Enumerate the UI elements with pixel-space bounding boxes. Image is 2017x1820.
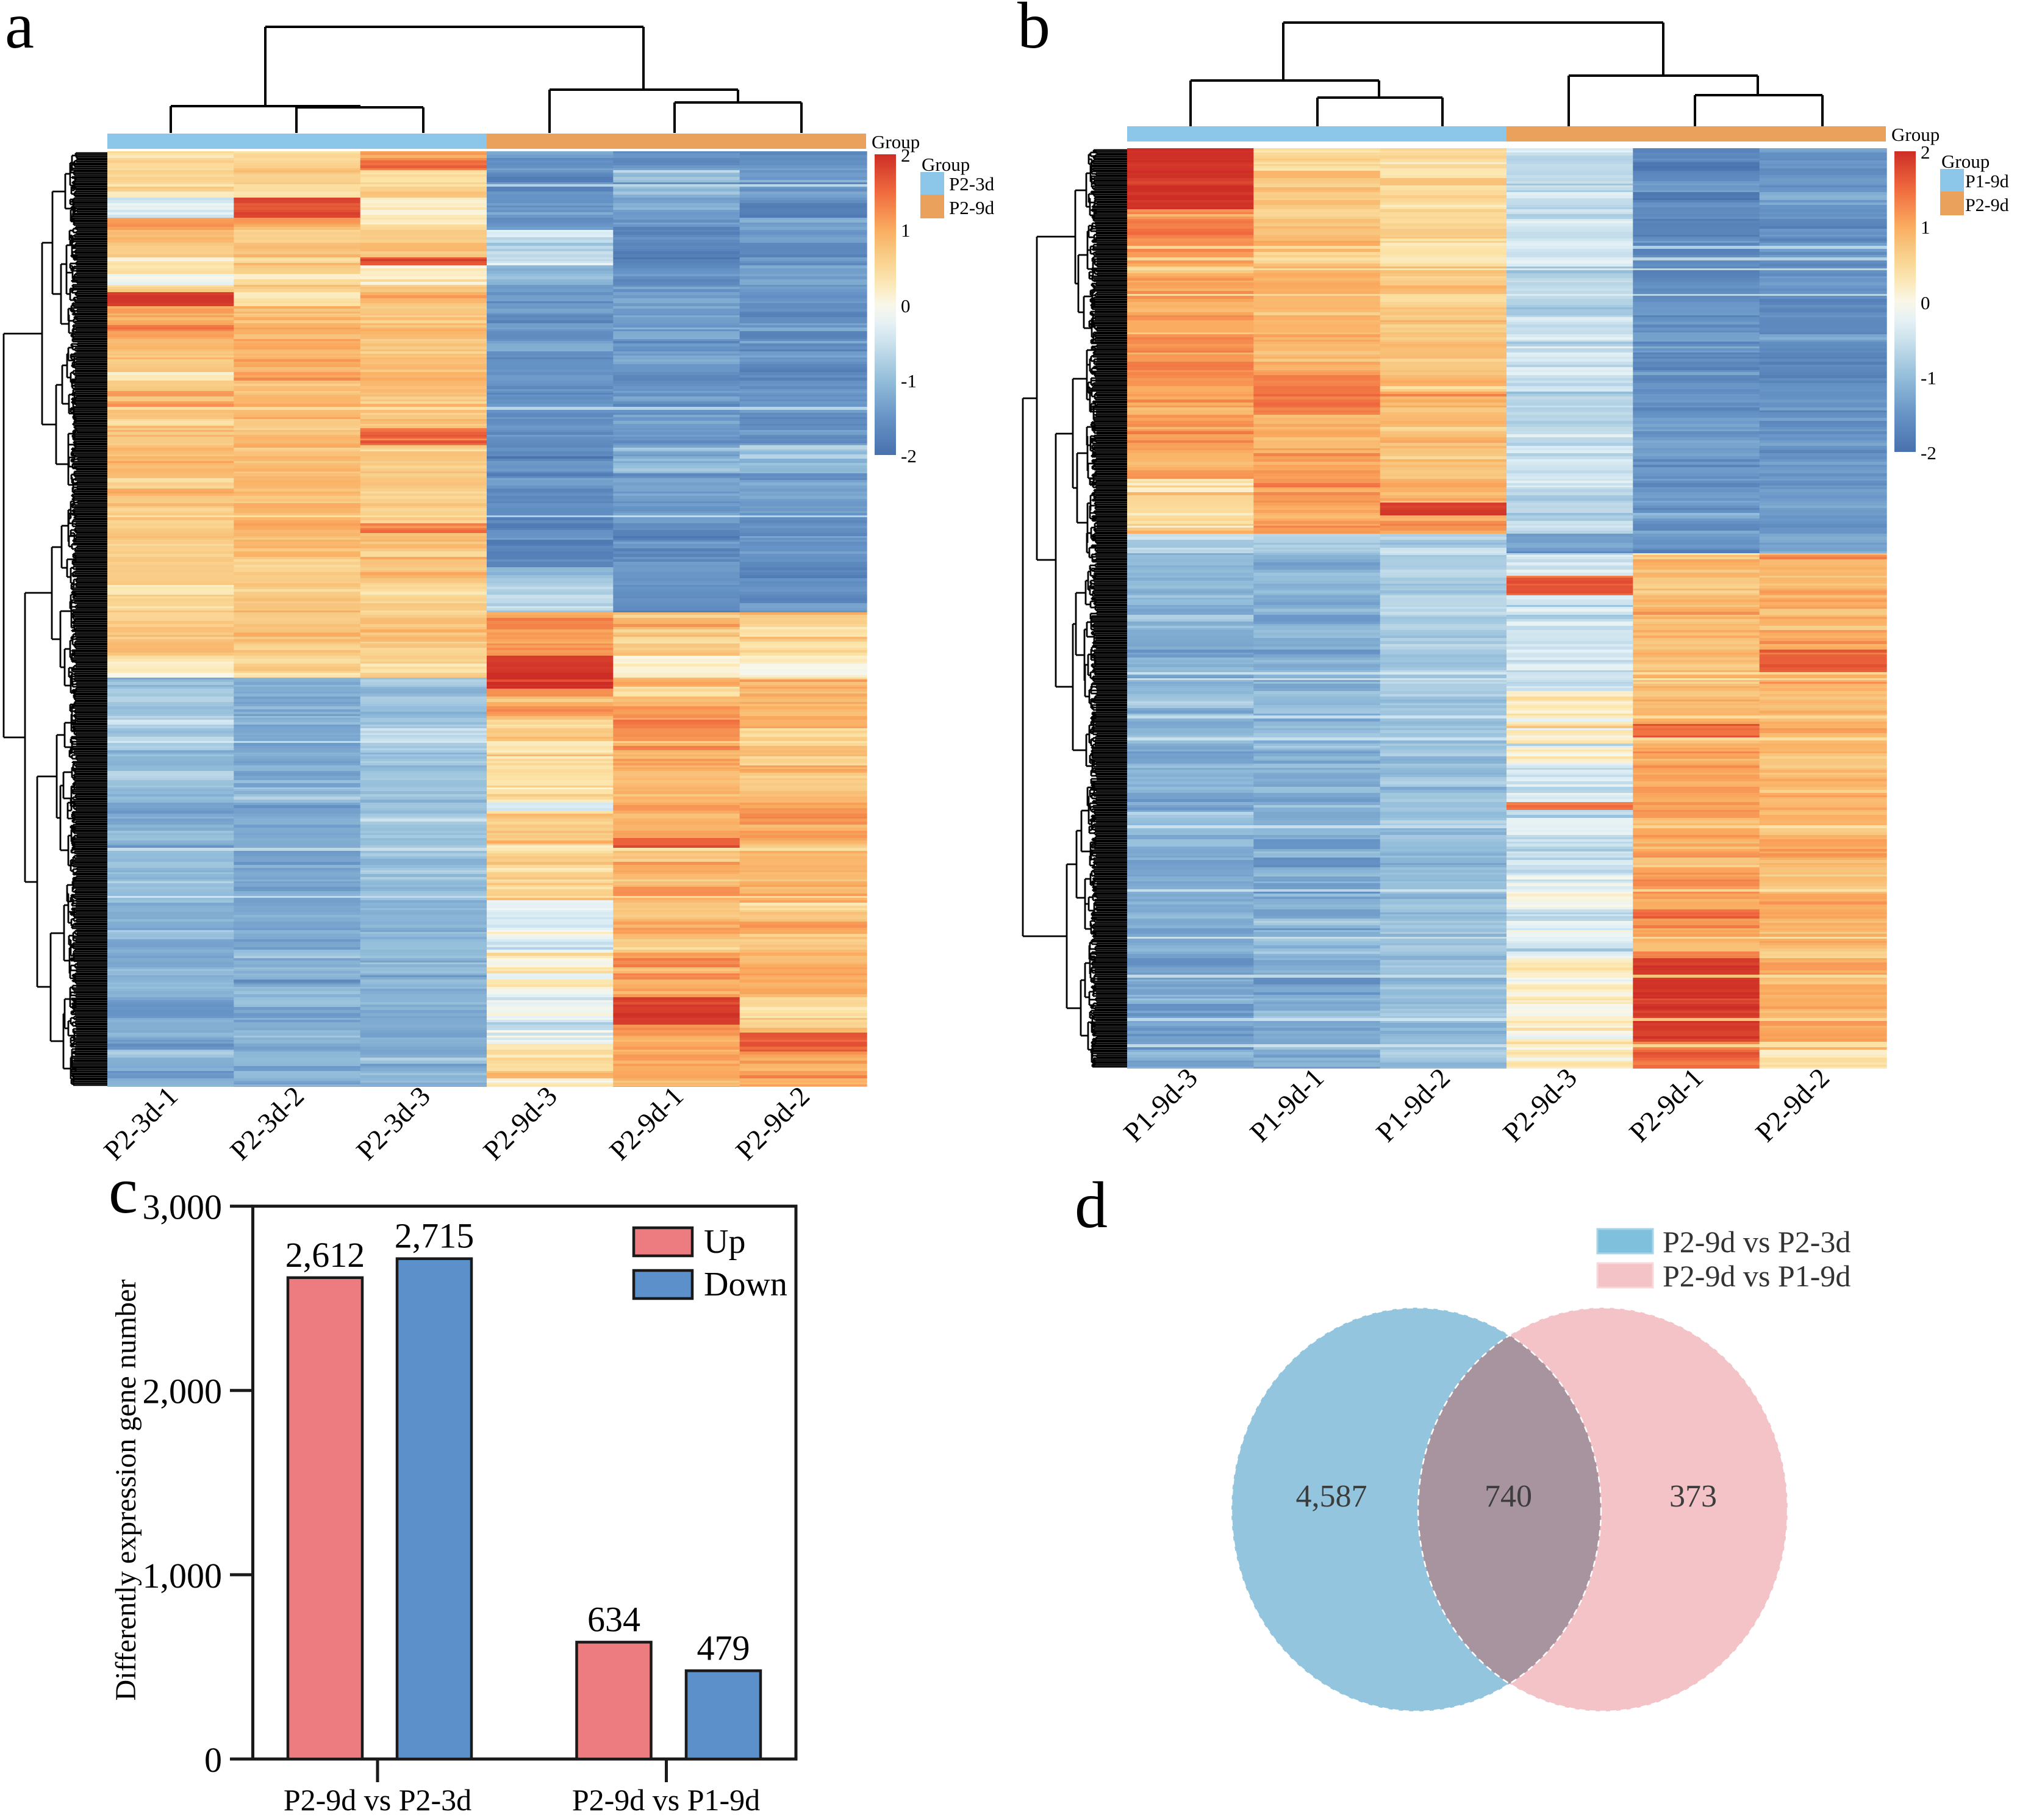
- svg-text:P2-9d vs P1-9d: P2-9d vs P1-9d: [1663, 1259, 1850, 1293]
- svg-text:Group: Group: [872, 131, 920, 152]
- svg-text:634: 634: [587, 1599, 640, 1639]
- svg-text:Differently expression gene nu: Differently expression gene number: [110, 1280, 142, 1701]
- svg-text:0: 0: [1921, 292, 1930, 313]
- svg-text:-1: -1: [901, 370, 917, 392]
- svg-text:0: 0: [901, 295, 911, 317]
- svg-text:2,000: 2,000: [143, 1372, 223, 1411]
- svg-text:Down: Down: [704, 1266, 787, 1303]
- svg-text:a: a: [5, 0, 34, 62]
- svg-text:c: c: [109, 1155, 138, 1227]
- svg-text:Group: Group: [1941, 151, 1990, 172]
- svg-text:-2: -2: [901, 445, 917, 467]
- svg-text:-1: -1: [1921, 367, 1936, 389]
- svg-text:Up: Up: [704, 1223, 745, 1261]
- svg-text:P2-9d vs P2-3d: P2-9d vs P2-3d: [1663, 1225, 1850, 1259]
- svg-text:479: 479: [697, 1628, 750, 1668]
- svg-text:2: 2: [901, 145, 911, 166]
- svg-text:P2-9d vs P2-3d: P2-9d vs P2-3d: [284, 1783, 471, 1817]
- svg-text:2,715: 2,715: [395, 1216, 475, 1256]
- svg-text:-2: -2: [1921, 442, 1936, 464]
- svg-text:P2-3d: P2-3d: [949, 173, 995, 195]
- svg-text:1: 1: [901, 220, 911, 241]
- svg-text:P2-9d: P2-9d: [949, 197, 995, 218]
- svg-text:P2-9d: P2-9d: [1965, 195, 2009, 215]
- svg-text:2: 2: [1921, 142, 1930, 163]
- svg-text:3,000: 3,000: [143, 1188, 223, 1227]
- svg-text:373: 373: [1669, 1479, 1717, 1514]
- svg-text:b: b: [1017, 0, 1050, 62]
- svg-text:2,612: 2,612: [285, 1235, 365, 1275]
- svg-text:Group: Group: [1891, 124, 1940, 145]
- svg-text:740: 740: [1485, 1479, 1532, 1514]
- svg-text:1,000: 1,000: [143, 1556, 223, 1596]
- svg-text:P2-9d vs P1-9d: P2-9d vs P1-9d: [572, 1783, 760, 1817]
- svg-text:Group: Group: [922, 154, 970, 175]
- svg-text:1: 1: [1921, 217, 1930, 238]
- svg-text:P1-9d: P1-9d: [1965, 171, 2009, 192]
- svg-text:0: 0: [204, 1740, 222, 1780]
- svg-text:4,587: 4,587: [1296, 1479, 1367, 1514]
- svg-text:d: d: [1075, 1169, 1108, 1242]
